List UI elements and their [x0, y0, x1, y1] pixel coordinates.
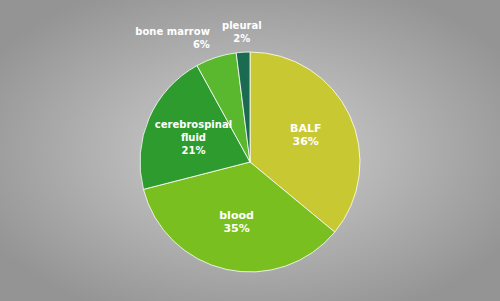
labels: BALF36% blood35% cerebrospinal fluid 21% bone… — [135, 20, 321, 235]
value-label: 36% — [293, 135, 319, 148]
value-label: 6% — [193, 39, 210, 50]
category-line: BALF — [290, 122, 321, 135]
slice — [236, 52, 250, 162]
category-label: bone marrow — [135, 26, 210, 37]
category-line: blood — [219, 209, 254, 222]
category-line: pleural — [222, 20, 262, 31]
slice-label: pleural 2% — [222, 20, 262, 44]
category-label: blood — [219, 209, 254, 222]
category-label: cerebrospinal fluid — [155, 119, 232, 143]
category-line: fluid — [181, 132, 206, 143]
slice-label: cerebrospinal fluid 21% — [155, 119, 232, 156]
slices — [140, 52, 360, 272]
value-label: 35% — [223, 222, 249, 235]
background — [0, 0, 500, 301]
slice-label: blood35% — [219, 209, 254, 235]
category-line: cerebrospinal — [155, 119, 232, 130]
category-label: BALF — [290, 122, 321, 135]
value-label: 2% — [233, 33, 250, 44]
chart: BALF36% blood35% cerebrospinal fluid 21% bone… — [0, 0, 500, 301]
category-line: bone marrow — [135, 26, 210, 37]
category-label: pleural — [222, 20, 262, 31]
slice-label: bone marrow 6% — [135, 26, 210, 50]
slice-label: BALF36% — [290, 122, 321, 148]
value-label: 21% — [181, 145, 205, 156]
